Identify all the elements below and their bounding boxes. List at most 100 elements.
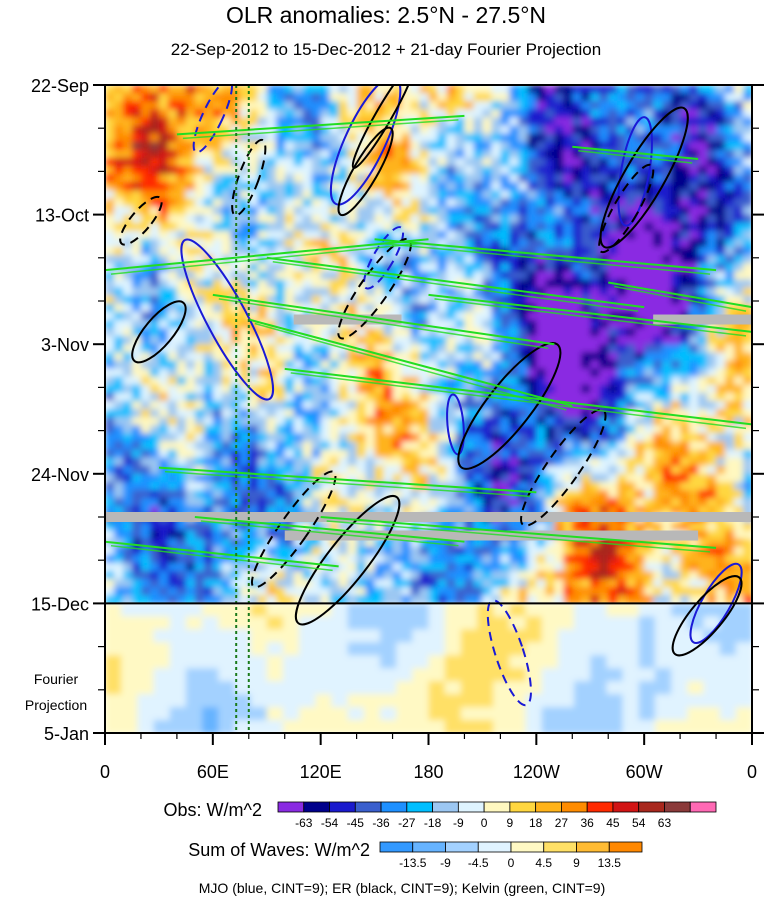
colorbar-tick-label: -54 [321, 816, 339, 830]
colorbar-tick-label: -9 [440, 856, 451, 870]
colorbar-swatch [612, 801, 640, 813]
y-tick-label: 13-Oct [35, 206, 89, 226]
wave-contours [105, 85, 752, 733]
mjo-contour [363, 226, 405, 290]
kelvin-contour [176, 114, 465, 136]
x-axis: 0 60E 120E 180 120W 60W 0 [100, 733, 757, 782]
kelvin-contour [614, 285, 747, 312]
colorbar-tick-label: 9 [573, 856, 580, 870]
er-contour [457, 341, 562, 470]
er-contour [131, 300, 187, 364]
x-tick-label: 0 [100, 762, 110, 782]
missing-data-band [653, 314, 752, 325]
x-tick-label: 60E [197, 762, 229, 782]
x-tick-label: 60W [626, 762, 663, 782]
er-contour [598, 163, 655, 254]
colorbar-swatch [277, 801, 305, 813]
waves-colorbar: Sum of Waves: W/m^2 -13.5 -9 -4.5 0 4.5 9 13.5 [188, 840, 643, 870]
kelvin-contour [380, 242, 711, 275]
chart-title: OLR anomalies: 2.5°N - 27.5°N [225, 2, 547, 28]
kelvin-contour [374, 238, 717, 272]
colorbar-tick-label: 18 [529, 816, 543, 830]
colorbar-swatch [638, 801, 665, 813]
colorbar-tick-label: -27 [398, 816, 416, 830]
colorbar-swatch [354, 801, 382, 813]
y-tick-label: 5-Jan [44, 724, 89, 744]
colorbar-tick-label: -18 [424, 816, 442, 830]
colorbar-swatch [445, 841, 479, 853]
colorbar-swatch [510, 841, 545, 853]
colorbar-swatch [380, 801, 408, 813]
kelvin-contour [572, 145, 699, 161]
kelvin-contour [200, 520, 459, 547]
colorbar-swatch [586, 801, 614, 813]
colorbar-tick-label: 13.5 [598, 856, 622, 870]
colorbar-swatch [509, 801, 537, 813]
projection-label-line2: Projection [25, 697, 87, 713]
kelvin-contour [434, 298, 747, 337]
missing-data-band [293, 314, 402, 325]
er-contour [671, 575, 743, 657]
er-contour [119, 195, 163, 246]
y-tick-label: 3-Nov [41, 335, 89, 355]
kelvin-contour [326, 520, 711, 553]
kelvin-contour [164, 470, 531, 498]
missing-data-bands [105, 314, 752, 541]
y-tick-label: 24-Nov [31, 465, 89, 485]
kelvin-contour [578, 149, 693, 164]
er-contour [231, 138, 267, 217]
colorbar-tick-label: 45 [606, 816, 620, 830]
missing-data-band [284, 530, 699, 541]
colorbar-swatch [576, 841, 610, 853]
colorbar-tick-label: 36 [580, 816, 594, 830]
colorbar-label: Obs: W/m^2 [164, 800, 262, 820]
kelvin-contour [608, 281, 752, 309]
obs-heatmap [105, 85, 752, 605]
projection-label: Fourier Projection [25, 671, 87, 713]
y-axis: 22-Sep 13-Oct 3-Nov 24-Nov 15-Dec 5-Jan [31, 76, 764, 744]
missing-data-band [105, 512, 752, 522]
colorbar-tick-label: 0 [508, 856, 515, 870]
y-tick-label: 15-Dec [31, 594, 89, 614]
projection-label-line1: Fourier [34, 671, 79, 687]
colorbar-tick-label: -9 [453, 816, 464, 830]
er-contour [294, 494, 401, 626]
x-tick-label: 120W [513, 762, 560, 782]
y-tick-label: 22-Sep [31, 76, 89, 96]
colorbar-swatch [303, 801, 330, 813]
kelvin-contour [320, 516, 717, 549]
kelvin-contour [218, 298, 549, 349]
colorbar-swatch [329, 801, 356, 813]
er-contour [337, 126, 394, 217]
kelvin-contour [272, 261, 639, 312]
colorbar-tick-label: -45 [347, 816, 365, 830]
x-tick-label: 120E [300, 762, 342, 782]
colorbar-tick-label: 27 [555, 816, 569, 830]
colorbar-swatch [664, 801, 691, 813]
kelvin-contour [290, 372, 747, 430]
colorbar-swatch [535, 801, 562, 813]
colorbar-swatch [379, 841, 414, 853]
colorbar-swatch [457, 801, 485, 813]
colorbar-tick-label: -36 [372, 816, 390, 830]
kelvin-contour [105, 238, 429, 272]
colorbar-swatch [689, 801, 717, 813]
colorbar-swatch [561, 801, 588, 813]
contour-legend: MJO (blue, CINT=9); ER (black, CINT=9); … [199, 880, 606, 896]
x-tick-label: 180 [413, 762, 443, 782]
chart-subtitle: 22-Sep-2012 to 15-Dec-2012 + 21-day Four… [170, 40, 602, 59]
kelvin-contour [158, 466, 537, 494]
mjo-contour [486, 599, 532, 707]
mjo-contour [180, 238, 275, 401]
kelvin-contour [212, 293, 555, 346]
er-contour [337, 237, 412, 340]
colorbar-swatch [483, 801, 511, 813]
colorbar-label: Sum of Waves: W/m^2 [188, 840, 370, 860]
colorbar-swatch [608, 841, 643, 853]
kelvin-contour [182, 119, 459, 140]
colorbar-swatch [432, 801, 459, 813]
mjo-contour [329, 85, 402, 206]
kelvin-contour [428, 293, 752, 333]
colorbar-swatch [477, 841, 512, 853]
